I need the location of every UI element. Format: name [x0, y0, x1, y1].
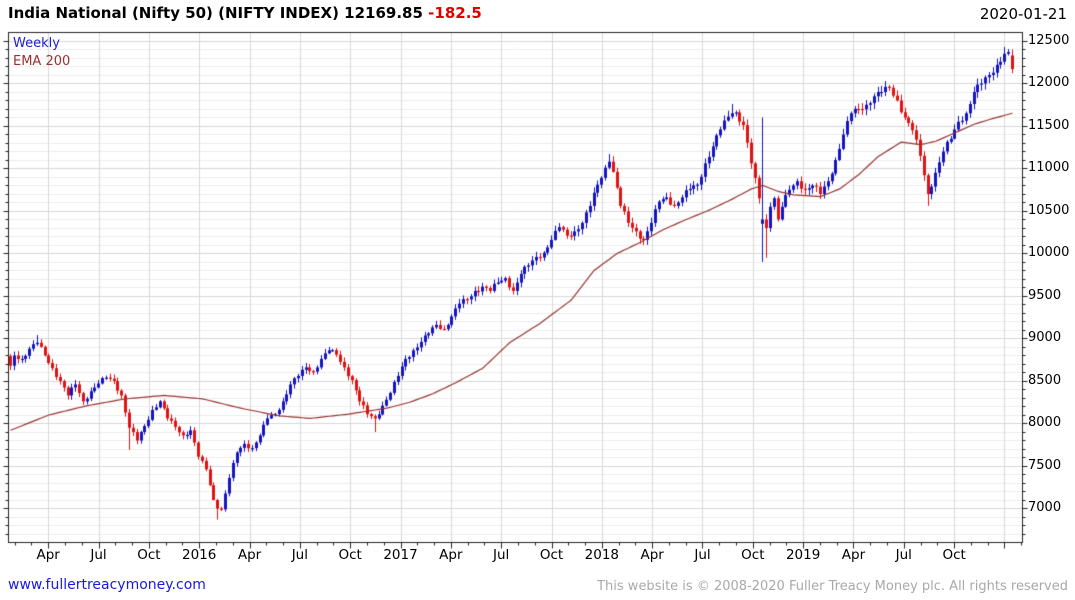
price-change: -182.5	[428, 4, 482, 22]
x-axis-label: Apr	[36, 547, 60, 563]
x-axis-label: Oct	[137, 547, 161, 563]
y-axis-label: 12500	[1028, 32, 1070, 48]
x-axis-label: 2019	[785, 547, 821, 563]
x-axis-label: Oct	[539, 547, 564, 563]
y-axis-label: 12000	[1028, 75, 1070, 90]
y-axis-label: 8500	[1028, 372, 1062, 388]
website-link[interactable]: www.fullertreacymoney.com	[8, 577, 206, 593]
y-axis-label: 10000	[1028, 245, 1070, 260]
chart-title: India National (Nifty 50) (NIFTY INDEX) …	[8, 4, 482, 22]
legend-ema-200: EMA 200	[13, 54, 71, 69]
x-axis-label: Apr	[640, 547, 664, 563]
copyright-notice: This website is © 2008-2020 Fuller Treac…	[597, 579, 1068, 594]
x-axis-label: Jul	[90, 547, 107, 563]
y-axis-label: 9000	[1028, 330, 1062, 345]
x-axis-label: Jul	[291, 547, 308, 563]
x-axis-label: Oct	[338, 547, 362, 563]
y-axis-label: 8000	[1028, 415, 1062, 430]
y-axis-label: 11000	[1028, 160, 1070, 175]
x-axis-label: Oct	[741, 547, 765, 563]
x-axis-label: Apr	[841, 547, 866, 563]
y-axis-label: 7000	[1028, 500, 1062, 515]
x-axis-label: 2016	[182, 547, 217, 563]
instrument-and-price: India National (Nifty 50) (NIFTY INDEX) …	[8, 4, 423, 22]
chart-date: 2020-01-21	[979, 5, 1067, 23]
legend-timeframe: Weekly	[13, 36, 60, 51]
x-axis-label: Jul	[895, 547, 912, 563]
x-axis-label: Apr	[237, 547, 262, 563]
x-axis-label: Jul	[694, 547, 711, 563]
y-axis-label: 11500	[1028, 117, 1070, 133]
x-axis-label: 2017	[383, 547, 418, 563]
x-axis-label: Oct	[942, 547, 966, 563]
y-axis-label: 7500	[1028, 457, 1062, 473]
x-axis-label: Jul	[493, 547, 510, 563]
y-axis-label: 9500	[1028, 287, 1062, 303]
x-axis-label: Apr	[439, 547, 463, 563]
x-axis-label: 2018	[584, 547, 620, 563]
y-axis-label: 10500	[1028, 202, 1070, 218]
